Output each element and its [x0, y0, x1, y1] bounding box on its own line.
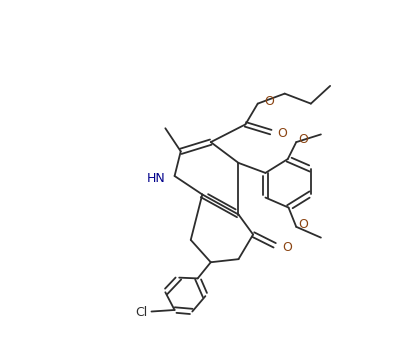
- Text: O: O: [277, 127, 287, 140]
- Text: HN: HN: [147, 172, 165, 185]
- Text: O: O: [264, 95, 274, 108]
- Text: O: O: [283, 241, 292, 254]
- Text: Cl: Cl: [135, 306, 147, 319]
- Text: O: O: [298, 133, 307, 146]
- Text: O: O: [298, 218, 307, 231]
